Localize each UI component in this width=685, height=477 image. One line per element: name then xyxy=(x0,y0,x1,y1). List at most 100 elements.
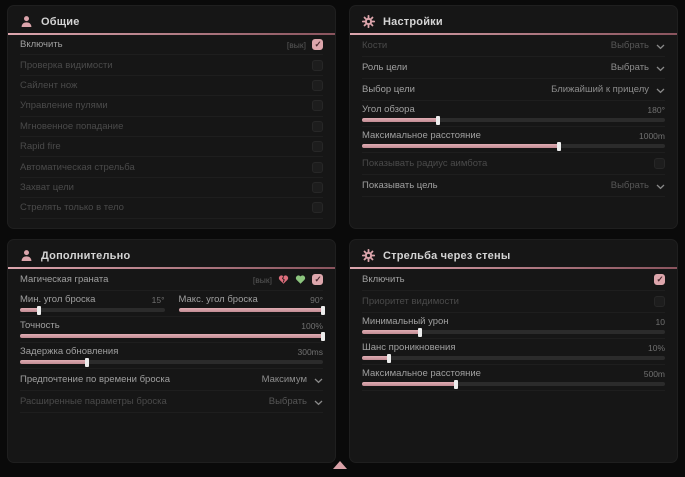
checkbox-target-lock[interactable] xyxy=(312,181,323,193)
slider-penetration-chance[interactable] xyxy=(362,353,665,363)
checkbox-rapid-fire[interactable] xyxy=(312,141,323,153)
toggle-body-only[interactable]: Стрелять только в тело xyxy=(20,198,323,219)
toggle-magic-grenade[interactable]: Магическая граната [вык] xyxy=(20,269,323,291)
toggle-show-radius[interactable]: Показывать радиус аимбота xyxy=(362,153,665,175)
toggle-rapid-fire[interactable]: Rapid fire xyxy=(20,137,323,158)
panel-additional: Дополнительно Магическая граната [вык] xyxy=(8,240,335,462)
slider-accuracy[interactable] xyxy=(20,331,325,341)
slider-label: Макс. угол броска xyxy=(178,294,258,305)
checkbox-enable[interactable] xyxy=(654,274,665,285)
slider-label: Максимальное расстояние xyxy=(362,130,481,141)
chevron-down-icon xyxy=(656,177,665,195)
checkbox-bullet-control[interactable] xyxy=(312,100,323,112)
toggle-enable[interactable]: Включить [вык] xyxy=(20,35,323,56)
toggle-visibility-priority[interactable]: Приоритет видимости xyxy=(362,291,665,313)
dropdown-row-throw-params: Расширенные параметры броска Выбрать xyxy=(20,391,323,413)
checkbox-visibility-priority[interactable] xyxy=(654,296,665,307)
slider-thumb[interactable] xyxy=(556,141,561,151)
toggle-label: Магическая граната xyxy=(20,274,109,285)
slider-thumb[interactable] xyxy=(84,357,89,367)
checkbox-visibility-check[interactable] xyxy=(312,59,323,71)
panel-wallbang-header: Стрельба через стены xyxy=(350,240,677,267)
slider-max-distance[interactable] xyxy=(362,141,665,151)
dropdown-bones[interactable]: Выбрать xyxy=(611,37,665,55)
checkbox-instant-hit[interactable] xyxy=(312,120,323,132)
broken-heart-icon[interactable] xyxy=(278,274,289,285)
slider-value: 10% xyxy=(647,342,665,353)
slider-label: Задержка обновления xyxy=(20,346,119,357)
slider-label: Угол обзора xyxy=(362,104,415,115)
scroll-up-indicator-icon[interactable] xyxy=(333,461,347,469)
slider-thumb[interactable] xyxy=(387,353,392,363)
toggle-label: Показывать радиус аимбота xyxy=(362,158,488,169)
panel-title: Настройки xyxy=(383,15,443,28)
slider-label: Максимальное расстояние xyxy=(362,368,481,379)
checkbox-show-radius[interactable] xyxy=(654,158,665,169)
toggle-bullet-control[interactable]: Управление пулями xyxy=(20,96,323,117)
slider-thumb[interactable] xyxy=(321,331,325,341)
dropdown-row-show-target: Показывать цель Выбрать xyxy=(362,175,665,197)
slider-thumb[interactable] xyxy=(435,115,440,125)
toggle-label: Сайлент нож xyxy=(20,79,78,91)
toggle-visibility-check[interactable]: Проверка видимости xyxy=(20,55,323,76)
dropdown-label: Кости xyxy=(362,40,388,51)
panel-title: Дополнительно xyxy=(41,249,131,262)
dropdown-row-throw-time: Предпочтение по времени броска Максимум xyxy=(20,369,323,391)
dropdown-throw-params[interactable]: Выбрать xyxy=(269,393,323,411)
dropdown-label: Роль цели xyxy=(362,62,408,73)
chevron-down-icon xyxy=(314,393,323,411)
toggle-target-lock[interactable]: Захват цели xyxy=(20,178,323,199)
green-heart-icon[interactable] xyxy=(295,274,306,285)
header-divider xyxy=(350,33,677,35)
slider-thumb[interactable] xyxy=(36,305,41,315)
toggle-silent-knife[interactable]: Сайлент нож xyxy=(20,76,323,97)
slider-row-fov: Угол обзора 180° xyxy=(362,101,665,127)
header-divider xyxy=(8,33,335,35)
slider-thumb[interactable] xyxy=(453,379,458,389)
dropdown-throw-time[interactable]: Максимум xyxy=(262,371,323,389)
slider-value: 1000m xyxy=(639,130,665,141)
keybind-tag: [вык] xyxy=(252,274,272,285)
slider-max-angle[interactable] xyxy=(178,305,325,315)
slider-row-max-distance: Максимальное расстояние 1000m xyxy=(362,127,665,153)
toggle-auto-fire[interactable]: Автоматическая стрельба xyxy=(20,157,323,178)
panel-title: Общие xyxy=(41,15,80,28)
slider-value: 90° xyxy=(310,294,323,305)
slider-thumb[interactable] xyxy=(321,305,325,315)
toggle-enable[interactable]: Включить xyxy=(362,269,665,291)
slider-value: 300ms xyxy=(297,346,323,357)
slider-min-damage[interactable] xyxy=(362,327,665,337)
person-icon xyxy=(20,15,33,28)
slider-update-delay[interactable] xyxy=(20,357,323,367)
dropdown-target-pick[interactable]: Ближайший к прицелу xyxy=(551,81,665,99)
checkbox-silent-knife[interactable] xyxy=(312,79,323,91)
toggle-instant-hit[interactable]: Мгновенное попадание xyxy=(20,117,323,137)
slider-fov[interactable] xyxy=(362,115,665,125)
slider-label: Точность xyxy=(20,320,60,331)
person-icon xyxy=(20,249,33,262)
dropdown-row-target-role: Роль цели Выбрать xyxy=(362,57,665,79)
panel-additional-header: Дополнительно xyxy=(8,240,335,267)
toggle-label: Мгновенное попадание xyxy=(20,120,124,132)
panel-general: Общие Включить [вык] Проверка видимости … xyxy=(8,6,335,228)
toggle-label: Автоматическая стрельба xyxy=(20,161,135,173)
dropdown-show-target[interactable]: Выбрать xyxy=(611,177,665,195)
dropdown-label: Предпочтение по времени броска xyxy=(20,374,170,385)
panel-title: Стрельба через стены xyxy=(383,249,511,262)
checkbox-magic-grenade[interactable] xyxy=(312,274,323,285)
slider-row-min-damage: Минимальный урон 10 xyxy=(362,313,665,339)
slider-row-update-delay: Задержка обновления 300ms xyxy=(20,343,323,369)
checkbox-body-only[interactable] xyxy=(312,202,323,214)
slider-min-angle[interactable] xyxy=(20,305,165,315)
panel-general-header: Общие xyxy=(8,6,335,33)
dropdown-row-bones: Кости Выбрать xyxy=(362,35,665,57)
slider-value: 180° xyxy=(647,104,665,115)
toggle-label: Стрелять только в тело xyxy=(20,202,124,214)
slider-thumb[interactable] xyxy=(417,327,422,337)
checkbox-auto-fire[interactable] xyxy=(312,161,323,173)
slider-row-min-angle: Мин. угол броска 15° xyxy=(20,293,165,316)
checkbox-enable[interactable] xyxy=(312,39,323,51)
dropdown-target-role[interactable]: Выбрать xyxy=(611,59,665,77)
slider-max-distance[interactable] xyxy=(362,379,665,389)
slider-value: 10 xyxy=(655,316,665,327)
